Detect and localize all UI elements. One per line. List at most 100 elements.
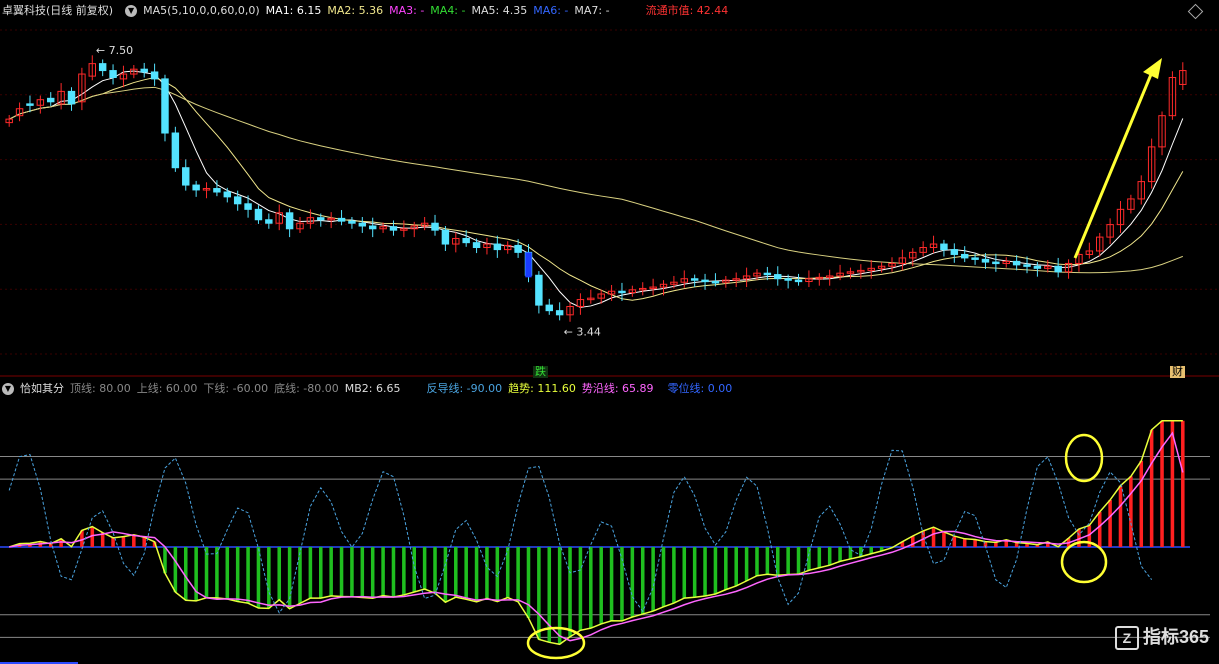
candle-up	[742, 275, 751, 280]
candle-up	[566, 305, 574, 316]
ma1-value: MA1: 6.15	[265, 4, 322, 17]
trend-value: 趋势: 111.60	[508, 382, 576, 395]
candle-up	[722, 279, 730, 283]
candle-up	[587, 297, 595, 301]
candle-down	[535, 274, 543, 306]
ma-params: MA5(5,10,0,0,60,0,0)	[143, 4, 260, 17]
candle-down	[784, 278, 792, 281]
candle-up	[929, 243, 938, 249]
candle-up	[607, 290, 616, 295]
candle-down	[26, 103, 34, 106]
candle-down	[161, 78, 169, 134]
float-market-cap: 流通市值: 42.44	[645, 4, 729, 17]
annotation-arrow	[1073, 71, 1154, 259]
lower-line-value: 下线: -60.00	[203, 382, 269, 395]
candle-down	[109, 70, 117, 79]
candle-up	[815, 276, 824, 280]
candle-down	[140, 68, 148, 73]
candle-up	[1127, 198, 1135, 210]
candle-up	[877, 265, 886, 269]
candle-down	[618, 290, 626, 294]
candle-up	[680, 278, 689, 283]
candle-up	[119, 73, 128, 80]
candle-up	[130, 68, 138, 75]
candle-up	[452, 237, 460, 245]
momentum-line-value: 势沿线: 65.89	[581, 382, 654, 395]
candle-down	[1012, 260, 1021, 266]
candle-up	[597, 293, 605, 299]
drop-tag: 跌	[533, 365, 548, 378]
candle-down	[690, 278, 699, 281]
candle-down	[763, 272, 772, 276]
candle-up	[857, 269, 865, 273]
candle-up	[670, 281, 678, 285]
watermark: Z 指标365	[1114, 623, 1209, 650]
candle-up	[57, 90, 65, 105]
ma-mid-line	[8, 76, 1184, 301]
dropdown-icon[interactable]: ▼	[125, 5, 138, 17]
watermark-text: 指标365	[1142, 626, 1209, 647]
annotation-circle	[526, 626, 586, 660]
candle-up	[410, 225, 418, 230]
candle-up	[732, 278, 740, 281]
candle-down	[441, 229, 450, 245]
candle-up	[888, 262, 896, 267]
indicator-header: ▼ 恰如其分 顶线: 80.00 上线: 60.00 下线: -60.00 底线: -80…	[0, 380, 1219, 398]
candle-down	[98, 63, 107, 72]
candle-up	[867, 267, 875, 271]
candle-up	[78, 73, 86, 103]
candle-down	[358, 222, 367, 227]
candle-up	[483, 243, 491, 249]
candle-down	[317, 217, 325, 221]
candle-down	[971, 257, 979, 260]
candle-down	[150, 71, 159, 80]
upper-line-value: 上线: 60.00	[136, 382, 198, 395]
candle-up	[379, 226, 387, 230]
candle-down	[368, 225, 377, 230]
candle-down	[171, 132, 180, 169]
ma3-value: MA3: -	[389, 4, 425, 17]
candle-down	[389, 226, 398, 231]
candle-up	[1147, 146, 1156, 183]
candle-down	[794, 279, 803, 283]
finance-tag[interactable]: 财	[1170, 365, 1185, 378]
candle-up	[1137, 181, 1145, 200]
candle-up	[296, 222, 304, 230]
candle-down	[960, 253, 969, 259]
candle-down	[265, 219, 273, 224]
candle-up	[1095, 236, 1104, 252]
zero-line-value: 零位线: 0.00	[667, 382, 733, 395]
candle-up	[919, 247, 927, 253]
mb2-value: MB2: 6.65	[344, 382, 401, 395]
candle-up	[1158, 115, 1166, 148]
ma2-value: MA2: 5.36	[327, 4, 384, 17]
momentum-line	[9, 431, 1184, 642]
candle-up	[649, 286, 657, 290]
candle-up	[639, 287, 647, 291]
dropdown-icon[interactable]: ▼	[2, 383, 14, 395]
candle-up	[88, 63, 97, 77]
low-label: ← 3.44	[564, 325, 601, 338]
candle-down	[514, 244, 522, 253]
stock-title: 卓翼科技(日线 前复权)	[2, 4, 114, 17]
candle-down	[774, 274, 782, 280]
annotation-circle	[1064, 433, 1104, 483]
ma-long-line	[8, 86, 1183, 274]
candle-down	[992, 261, 1000, 265]
candle-down	[701, 279, 709, 283]
trend-line	[8, 420, 1183, 646]
reverse-line-value: 反导线: -90.00	[426, 382, 503, 395]
candle-down	[47, 97, 55, 103]
candle-up	[202, 188, 211, 191]
candle-down	[1023, 264, 1031, 267]
candle-down	[711, 281, 720, 284]
candle-down	[950, 249, 959, 255]
candle-down	[233, 196, 242, 205]
candle-down	[1033, 265, 1042, 269]
candle-down	[1054, 265, 1062, 273]
candle-down	[472, 242, 481, 249]
candle-up	[909, 251, 917, 259]
candle-up	[306, 217, 315, 224]
candle-down	[348, 220, 356, 224]
logo-icon: Z	[1114, 626, 1139, 650]
